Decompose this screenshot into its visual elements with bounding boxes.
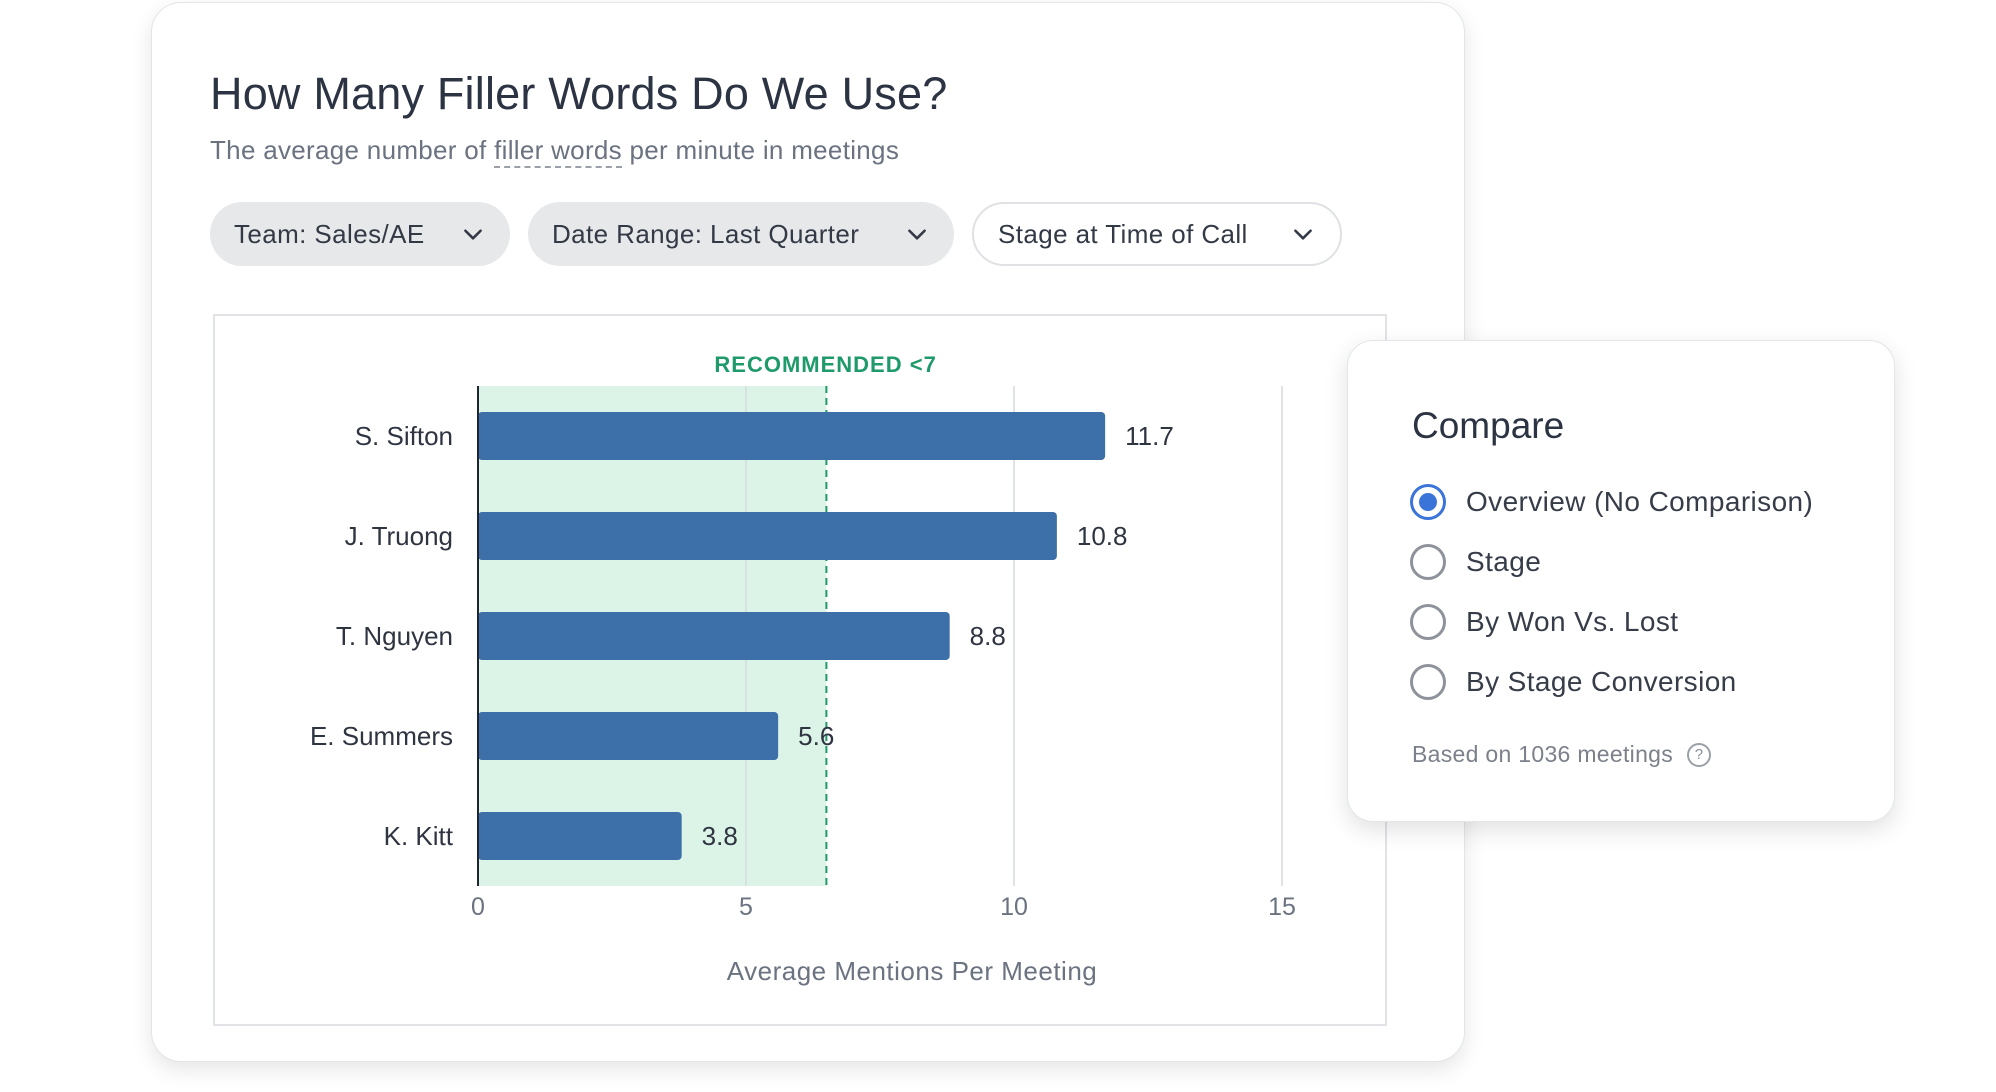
date-range-filter-dropdown[interactable]: Date Range: Last Quarter [528,202,954,266]
compare-option-won-vs-lost[interactable]: By Won Vs. Lost [1410,604,1678,640]
compare-option-stage-conversion[interactable]: By Stage Conversion [1410,664,1737,700]
stage-filter-dropdown[interactable]: Stage at Time of Call [972,202,1342,266]
chevron-down-icon [464,229,482,240]
meetings-count-text: Based on 1036 meetings [1412,741,1674,767]
bar [478,512,1057,560]
value-label: 8.8 [970,621,1006,651]
subtitle-prefix: The average number of [210,135,495,165]
compare-option-overview[interactable]: Overview (No Comparison) [1410,484,1813,520]
bar [478,812,682,860]
radio-checked-icon[interactable] [1410,484,1446,520]
category-label: S. Sifton [355,421,453,451]
value-label: 10.8 [1077,521,1128,551]
compare-option-label: Stage [1466,546,1542,577]
x-tick-label: 0 [471,893,485,921]
x-tick-label: 5 [739,893,753,921]
compare-option-label: By Stage Conversion [1466,666,1737,697]
team-filter-dropdown[interactable]: Team: Sales/AE [210,202,510,266]
page-subtitle: The average number of filler words per m… [210,135,900,168]
value-label: 11.7 [1125,421,1174,451]
category-label: J. Truong [345,521,453,551]
compare-title: Compare [1412,405,1565,446]
team-filter-label: Team: Sales/AE [234,218,425,249]
filler-words-link[interactable]: filler words [494,135,622,168]
chevron-down-icon [1294,229,1312,240]
x-tick-label: 15 [1268,893,1296,921]
meetings-footnote: Based on 1036 meetings ? [1412,741,1712,768]
bar [478,412,1106,460]
category-label: K. Kitt [384,821,454,851]
stage-filter-label: Stage at Time of Call [998,218,1248,249]
bar [478,712,779,760]
x-axis-label: Average Mentions Per Meeting [727,956,1098,986]
bar [478,612,950,660]
compare-option-label: By Won Vs. Lost [1466,606,1679,637]
radio-unchecked-icon[interactable] [1410,604,1446,640]
value-label: 3.8 [702,821,738,851]
radio-unchecked-icon[interactable] [1410,664,1446,700]
chevron-down-icon [908,229,926,240]
recommended-label: RECOMMENDED <7 [714,352,936,377]
value-label: 5.6 [798,721,834,751]
compare-option-label: Overview (No Comparison) [1466,486,1814,517]
question-circle-icon[interactable]: ? [1687,742,1712,767]
radio-unchecked-icon[interactable] [1410,544,1446,580]
x-tick-label: 10 [1000,893,1028,921]
date-range-filter-label: Date Range: Last Quarter [552,218,860,249]
compare-option-stage[interactable]: Stage [1410,544,1541,580]
category-label: T. Nguyen [336,621,453,651]
page-title: How Many Filler Words Do We Use? [210,68,948,119]
compare-panel: Compare Overview (No Comparison) Stage B… [1347,340,1895,822]
subtitle-suffix: per minute in meetings [621,135,900,165]
category-label: E. Summers [310,721,453,751]
